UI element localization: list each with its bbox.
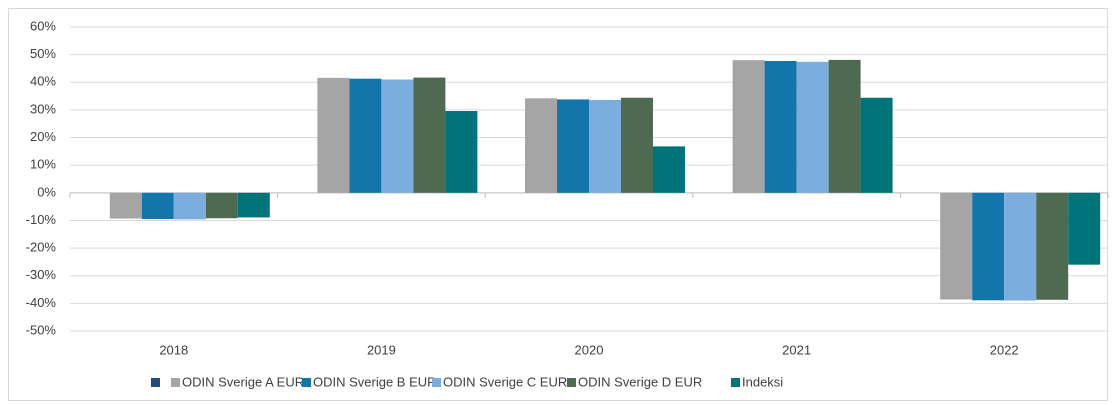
y-tick-label: 0% bbox=[37, 184, 56, 199]
chart-border bbox=[8, 8, 1108, 401]
y-tick-label: 50% bbox=[30, 46, 56, 61]
bar bbox=[141, 192, 174, 220]
legend-label: ODIN Sverige D EUR bbox=[578, 374, 702, 389]
y-tick-label: -50% bbox=[26, 322, 57, 337]
bar bbox=[764, 60, 797, 193]
legend-label: ODIN Sverige A EUR bbox=[182, 374, 304, 389]
legend-label: ODIN Sverige C EUR bbox=[443, 374, 567, 389]
bar bbox=[205, 192, 238, 219]
y-tick-label: -40% bbox=[26, 295, 57, 310]
legend-swatch bbox=[151, 378, 160, 387]
x-tick-label: 2018 bbox=[159, 342, 188, 357]
y-tick-label: -20% bbox=[26, 240, 57, 255]
bar bbox=[732, 60, 765, 193]
legend-swatch bbox=[731, 378, 740, 387]
y-tick-label: 60% bbox=[30, 18, 56, 33]
legend-label: ODIN Sverige B EUR bbox=[313, 374, 437, 389]
bar bbox=[445, 111, 478, 193]
y-tick-label: 30% bbox=[30, 101, 56, 116]
bar bbox=[317, 77, 350, 193]
legend-label: Indeksi bbox=[742, 374, 783, 389]
bar bbox=[413, 77, 446, 193]
bar bbox=[173, 192, 206, 220]
bar bbox=[589, 99, 621, 193]
bar bbox=[237, 192, 270, 218]
legend-swatch bbox=[171, 378, 180, 387]
bar bbox=[940, 192, 973, 300]
bar bbox=[972, 192, 1005, 301]
bar bbox=[1004, 192, 1037, 301]
bar bbox=[525, 98, 557, 193]
y-tick-label: 20% bbox=[30, 129, 56, 144]
x-tick-label: 2021 bbox=[782, 342, 811, 357]
bar bbox=[109, 192, 142, 219]
legend-swatch bbox=[567, 378, 576, 387]
x-tick-label: 2020 bbox=[575, 342, 604, 357]
bar bbox=[653, 146, 685, 193]
bar bbox=[621, 97, 653, 193]
bar bbox=[1068, 192, 1101, 265]
bar bbox=[1036, 192, 1069, 300]
bar bbox=[860, 97, 893, 193]
y-tick-label: -30% bbox=[26, 267, 57, 282]
y-tick-label: -10% bbox=[26, 212, 57, 227]
y-tick-label: 40% bbox=[30, 74, 56, 89]
x-tick-label: 2022 bbox=[990, 342, 1019, 357]
legend-swatch bbox=[432, 378, 441, 387]
bar bbox=[381, 79, 414, 193]
legend-swatch bbox=[302, 378, 311, 387]
y-tick-label: 10% bbox=[30, 157, 56, 172]
bar bbox=[349, 78, 382, 193]
bar bbox=[557, 99, 589, 193]
bar bbox=[796, 61, 829, 193]
x-tick-label: 2019 bbox=[367, 342, 396, 357]
bar bbox=[828, 59, 861, 193]
